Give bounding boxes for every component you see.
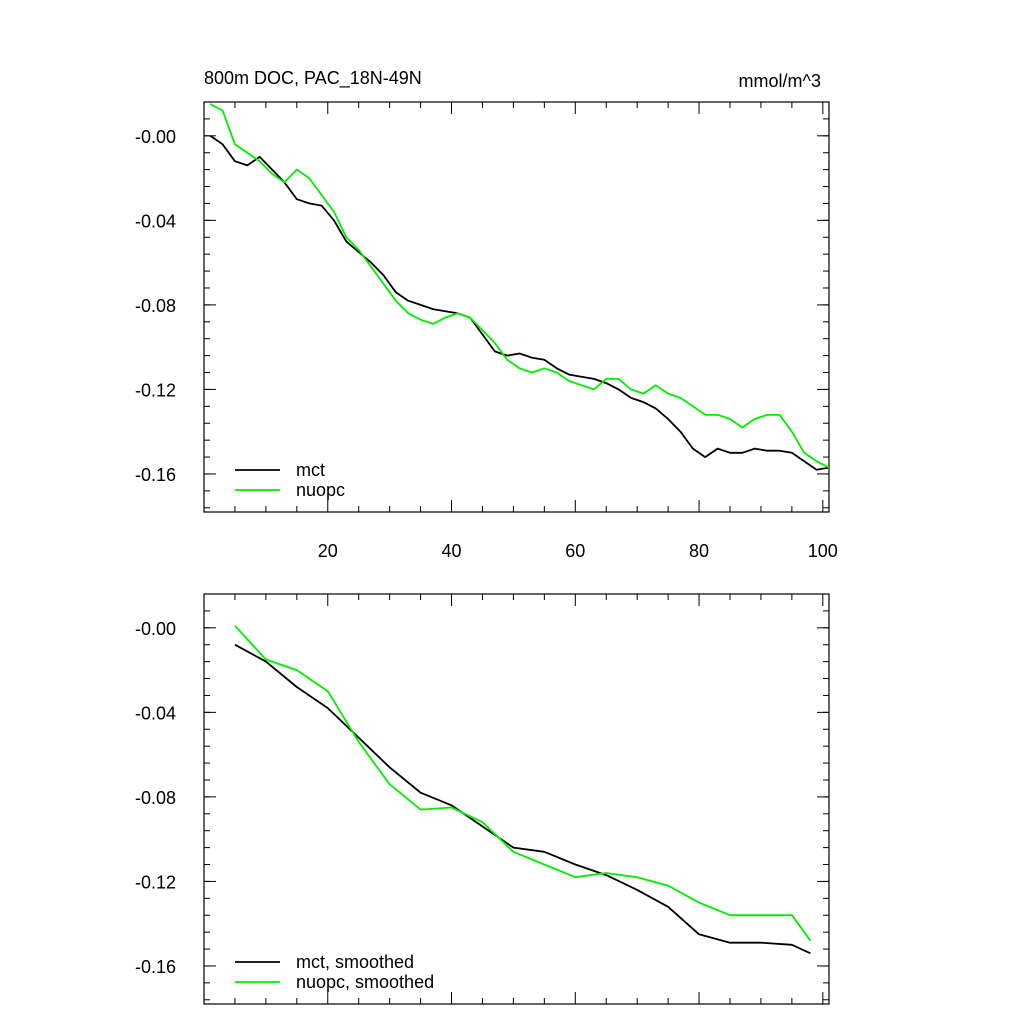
bottom-panel: -0.00 -0.04 -0.08 -0.12 -0.16 mct, smoothedn… <box>135 593 830 1005</box>
legend-label: mct <box>296 460 325 480</box>
series-layer <box>234 625 812 955</box>
y-tick-label: -0.12 <box>135 872 176 892</box>
series-line-nuopc-smoothed <box>234 625 812 942</box>
x-tick-label: 100 <box>808 541 838 561</box>
series-line-mct <box>209 135 830 471</box>
units-label: mmol/m^3 <box>739 71 821 91</box>
x-tick-label: 80 <box>689 541 709 561</box>
y-tick-label: -0.08 <box>135 296 176 316</box>
x-tick-label: 40 <box>442 541 462 561</box>
series-line-mct-smoothed <box>234 643 811 955</box>
x-tick-label: 60 <box>565 541 585 561</box>
y-tick-label: -0.16 <box>135 465 176 485</box>
y-tick-label: -0.00 <box>135 619 176 639</box>
x-tick-label: 20 <box>318 541 338 561</box>
y-tick-label: -0.08 <box>135 788 176 808</box>
y-tick-label: -0.16 <box>135 957 176 977</box>
chart-title: 800m DOC, PAC_18N-49N <box>204 68 422 89</box>
series-layer <box>209 103 830 471</box>
legend-label: nuopc, smoothed <box>296 972 434 992</box>
axes: -0.00 -0.04 -0.08 -0.12 -0.16 <box>135 593 830 1005</box>
top-panel: 800m DOC, PAC_18N-49N mmol/m^3 -0.00-0.0… <box>135 68 838 561</box>
y-tick-label: -0.04 <box>135 211 176 231</box>
y-tick-label: -0.00 <box>135 127 176 147</box>
plot-frame <box>203 101 830 513</box>
legend-label: mct, smoothed <box>296 952 414 972</box>
plot-frame <box>203 593 830 1005</box>
y-tick-label: -0.04 <box>135 703 176 723</box>
legend-label: nuopc <box>296 480 345 500</box>
series-line-nuopc <box>209 103 830 469</box>
axes: -0.00 -0.04 -0.08 -0.12 -0.16 20 40 60 80 100 <box>135 101 838 561</box>
y-tick-label: -0.12 <box>135 380 176 400</box>
